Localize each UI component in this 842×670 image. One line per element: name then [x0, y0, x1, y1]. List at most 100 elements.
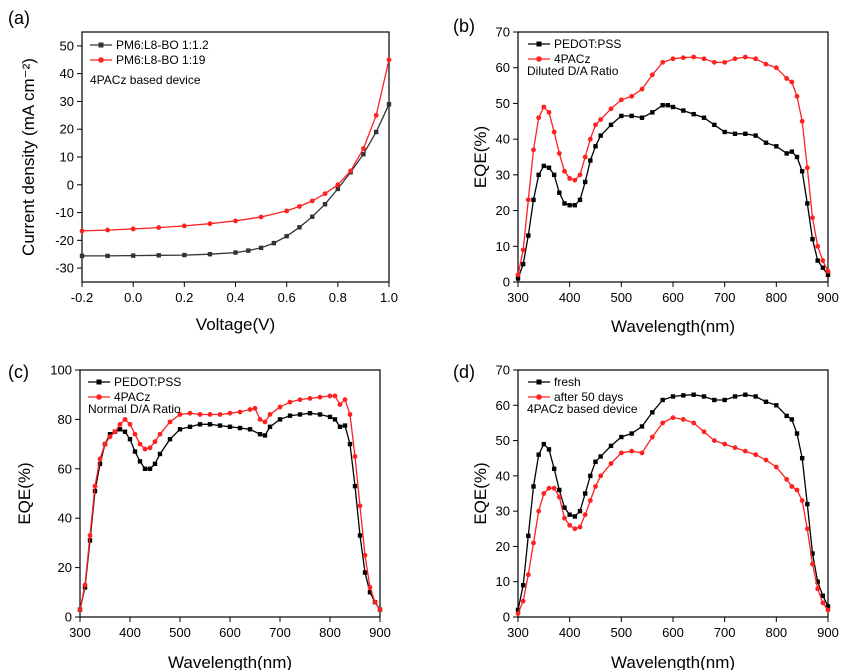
x-tick-label: 0.6: [278, 290, 296, 305]
data-point: [262, 419, 268, 425]
data-point: [352, 454, 358, 459]
data-point: [670, 56, 676, 62]
data-point: [97, 461, 103, 467]
data-point: [712, 122, 717, 128]
data-point: [784, 151, 789, 156]
legend-marker: [536, 56, 542, 62]
x-tick-label: 900: [369, 625, 391, 640]
x-tick-label: 0.4: [226, 290, 244, 305]
data-point: [361, 152, 366, 157]
data-point: [122, 429, 128, 434]
data-point: [799, 118, 805, 124]
data-point: [515, 607, 521, 613]
data-point: [520, 583, 526, 588]
data-point: [122, 417, 128, 422]
data-point: [342, 397, 348, 403]
series-line: [79, 412, 381, 610]
legend-marker: [98, 42, 104, 48]
data-point: [593, 122, 598, 128]
y-tick-label: 0: [67, 177, 74, 192]
x-tick-label: 0.8: [329, 290, 347, 305]
data-point: [618, 97, 624, 103]
data-point: [367, 584, 373, 590]
series-2: [515, 415, 831, 616]
data-point: [805, 501, 810, 507]
data-point: [572, 514, 578, 519]
data-point: [297, 412, 303, 417]
data-point: [557, 487, 562, 493]
data-point: [820, 600, 826, 606]
data-point: [629, 93, 635, 99]
data-point: [246, 248, 251, 253]
x-tick-label: 600: [219, 625, 241, 640]
data-point: [377, 607, 383, 612]
series-2: [79, 57, 392, 234]
data-point: [680, 417, 686, 422]
data-point: [825, 272, 831, 278]
data-point: [691, 111, 696, 117]
data-point: [619, 434, 624, 440]
data-point: [337, 424, 343, 430]
y-tick-label: 30: [496, 167, 510, 182]
data-point: [712, 397, 717, 403]
data-point: [691, 420, 697, 426]
data-point: [137, 459, 143, 464]
data-point: [629, 113, 634, 119]
data-point: [207, 252, 213, 257]
data-point: [297, 225, 302, 230]
data-point: [546, 485, 552, 491]
series-1: [515, 103, 831, 281]
data-point: [258, 214, 264, 220]
data-point: [541, 491, 547, 496]
data-point: [562, 168, 567, 174]
data-point: [541, 441, 547, 447]
data-point: [152, 461, 158, 467]
legend-label: PEDOT:PSS: [554, 37, 621, 51]
data-point: [799, 456, 805, 461]
panel-b: (b) 300 400 500 600 700 800 900 0 10 20 30 40 50 60 70…: [453, 16, 839, 336]
y-tick-label: 20: [58, 560, 72, 575]
x-tick-label: 400: [119, 625, 141, 640]
y-tick-label: 40: [496, 132, 510, 147]
data-point: [618, 450, 624, 456]
y-tick-label: 40: [58, 511, 72, 526]
data-point: [567, 176, 573, 181]
data-point: [763, 140, 769, 145]
data-point: [317, 412, 323, 417]
data-point: [815, 586, 821, 592]
data-point: [753, 133, 758, 138]
data-point: [79, 253, 85, 259]
data-point: [207, 221, 213, 227]
data-point: [572, 203, 578, 208]
data-point: [774, 144, 779, 149]
data-point: [556, 494, 562, 500]
data-point: [577, 172, 583, 178]
data-point: [784, 413, 789, 419]
data-point: [92, 483, 98, 489]
data-point: [187, 424, 193, 430]
data-point: [79, 228, 85, 234]
data-point: [237, 409, 243, 415]
data-point: [820, 593, 826, 599]
data-point: [284, 233, 289, 239]
data-point: [107, 434, 113, 440]
data-point: [181, 223, 187, 229]
data-point: [257, 417, 263, 422]
data-point: [582, 512, 588, 518]
data-point: [541, 104, 547, 110]
data-point: [784, 476, 790, 482]
data-point: [531, 484, 536, 489]
data-point: [520, 247, 526, 253]
data-point: [711, 438, 717, 443]
data-point: [82, 582, 88, 588]
x-tick-label: 400: [559, 625, 581, 640]
plot-area: -0.2 0.0 0.2 0.4 0.6 0.8 1.0 -30 -20 -10 0 10 20 30 40…: [19, 31, 398, 334]
data-point: [804, 526, 810, 532]
data-point: [348, 168, 354, 174]
panel-label: (a): [8, 8, 30, 28]
x-tick-label: 500: [169, 625, 191, 640]
y-axis-label: EQE(%): [471, 462, 490, 524]
data-point: [810, 236, 815, 242]
